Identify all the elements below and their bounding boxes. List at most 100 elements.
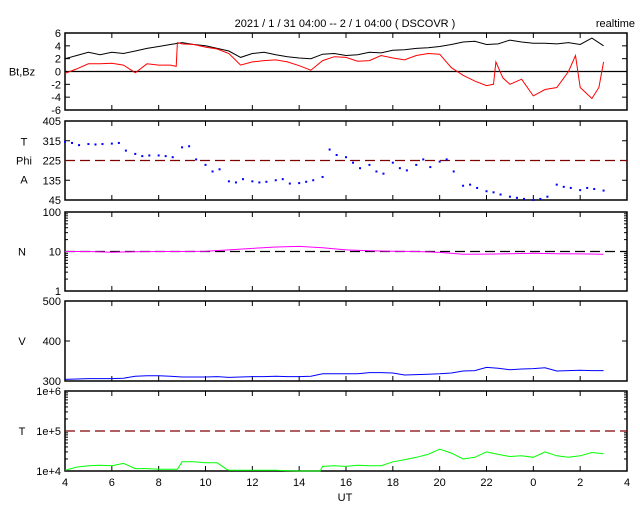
x-tick-label: 0 xyxy=(530,477,536,489)
y-tick-label: -6 xyxy=(51,105,61,117)
y-tick-label: 400 xyxy=(43,336,61,348)
data-point-phi xyxy=(204,163,207,166)
data-point-phi xyxy=(391,161,394,164)
data-point-phi xyxy=(438,160,441,163)
data-point-phi xyxy=(422,158,425,161)
data-point-phi xyxy=(429,166,432,169)
data-point-phi xyxy=(555,183,558,186)
x-tick-label: 4 xyxy=(624,477,630,489)
data-point-phi xyxy=(101,143,104,146)
data-point-phi xyxy=(579,189,582,192)
data-point-phi xyxy=(305,180,308,183)
y-tick-label: 405 xyxy=(43,116,61,128)
panel-temperature: 1e+4 1e+5 1e+6 T xyxy=(19,386,628,478)
data-point-phi xyxy=(499,193,502,196)
y-axis-label: V xyxy=(18,336,26,348)
y-axis-label: A xyxy=(20,175,28,187)
panel-phi: 45 135 225 315 405 T Phi A xyxy=(16,116,628,207)
x-tick-label: 8 xyxy=(156,477,162,489)
data-point-phi xyxy=(345,156,347,159)
data-point-phi xyxy=(569,186,572,189)
data-point-phi xyxy=(64,140,66,143)
data-point-phi xyxy=(476,186,479,189)
data-point-phi xyxy=(382,172,385,175)
x-tick-label: 6 xyxy=(109,477,115,489)
y-tick-label: 45 xyxy=(49,195,61,207)
data-point-phi xyxy=(445,158,448,161)
data-point-phi xyxy=(195,158,198,161)
y-tick-label: 300 xyxy=(43,376,61,388)
x-tick-label: 18 xyxy=(387,477,399,489)
x-tick-label: 22 xyxy=(480,477,492,489)
data-point-phi xyxy=(157,154,160,157)
x-tick-label: 12 xyxy=(246,477,258,489)
data-point-phi xyxy=(94,143,97,146)
x-tick-label: 10 xyxy=(199,477,211,489)
series-line-n xyxy=(65,245,604,255)
x-tick-label: 16 xyxy=(340,477,352,489)
data-point-phi xyxy=(352,161,355,164)
y-tick-label: -4 xyxy=(51,92,61,104)
data-point-phi xyxy=(415,163,418,166)
data-point-phi xyxy=(398,167,401,170)
data-point-phi xyxy=(522,197,525,200)
y-tick-label: 100 xyxy=(43,207,61,219)
data-point-phi xyxy=(298,182,301,185)
data-point-phi xyxy=(218,168,221,171)
data-point-phi xyxy=(469,183,472,186)
y-axis-label: Bt,Bz xyxy=(9,67,35,79)
series-line-v xyxy=(64,366,604,380)
data-point-phi xyxy=(405,169,408,172)
data-point-phi xyxy=(546,195,549,198)
data-point-phi xyxy=(265,180,268,183)
series-line-bz xyxy=(64,41,605,100)
data-point-phi xyxy=(251,180,254,183)
data-point-phi xyxy=(164,155,167,158)
y-tick-label: -2 xyxy=(51,79,61,91)
data-point-phi xyxy=(241,178,244,181)
data-point-phi xyxy=(258,181,261,184)
data-point-phi xyxy=(492,191,495,194)
y-tick-label: 0 xyxy=(55,67,61,79)
panel-density: 1 10 100 N xyxy=(18,207,628,298)
y-tick-label: 10 xyxy=(49,247,61,259)
panel-speed: 300 400 500 V xyxy=(18,296,628,388)
data-point-phi xyxy=(508,195,511,198)
data-point-phi xyxy=(124,149,127,152)
data-point-phi xyxy=(532,199,535,201)
data-point-phi xyxy=(141,155,144,158)
data-point-phi xyxy=(288,182,291,185)
x-axis-label: UT xyxy=(338,492,353,504)
data-point-phi xyxy=(539,197,542,200)
data-point-phi xyxy=(181,146,184,149)
y-axis-label: N xyxy=(18,247,26,259)
data-point-phi xyxy=(359,167,362,170)
data-point-phi xyxy=(117,141,120,144)
y-tick-label: 500 xyxy=(43,296,61,308)
data-point-phi xyxy=(227,180,230,183)
y-tick-label: 225 xyxy=(43,156,61,168)
data-point-phi xyxy=(562,185,565,188)
x-tick-label: 14 xyxy=(293,477,305,489)
data-point-phi xyxy=(234,181,237,184)
data-point-phi xyxy=(110,142,113,145)
data-point-phi xyxy=(368,163,371,166)
y-tick-label: 6 xyxy=(55,28,61,40)
y-tick-label: 4 xyxy=(55,41,61,53)
series-line-bt xyxy=(64,37,604,60)
data-point-phi xyxy=(452,170,455,173)
data-point-phi xyxy=(87,143,90,146)
y-axis-label: T xyxy=(21,137,28,149)
x-tick-label: 4 xyxy=(62,477,68,489)
y-tick-label: 2 xyxy=(55,54,61,66)
data-point-phi xyxy=(515,196,518,199)
y-axis-label: T xyxy=(19,426,26,438)
data-point-phi xyxy=(78,144,81,147)
chart-title: 2021 / 1 / 31 04:00 -- 2 / 1 04:00 ( DSC… xyxy=(235,18,456,30)
data-point-phi xyxy=(586,186,589,189)
realtime-badge: realtime xyxy=(596,18,635,30)
y-tick-label: 1e+6 xyxy=(36,386,61,398)
data-point-phi xyxy=(134,152,137,155)
